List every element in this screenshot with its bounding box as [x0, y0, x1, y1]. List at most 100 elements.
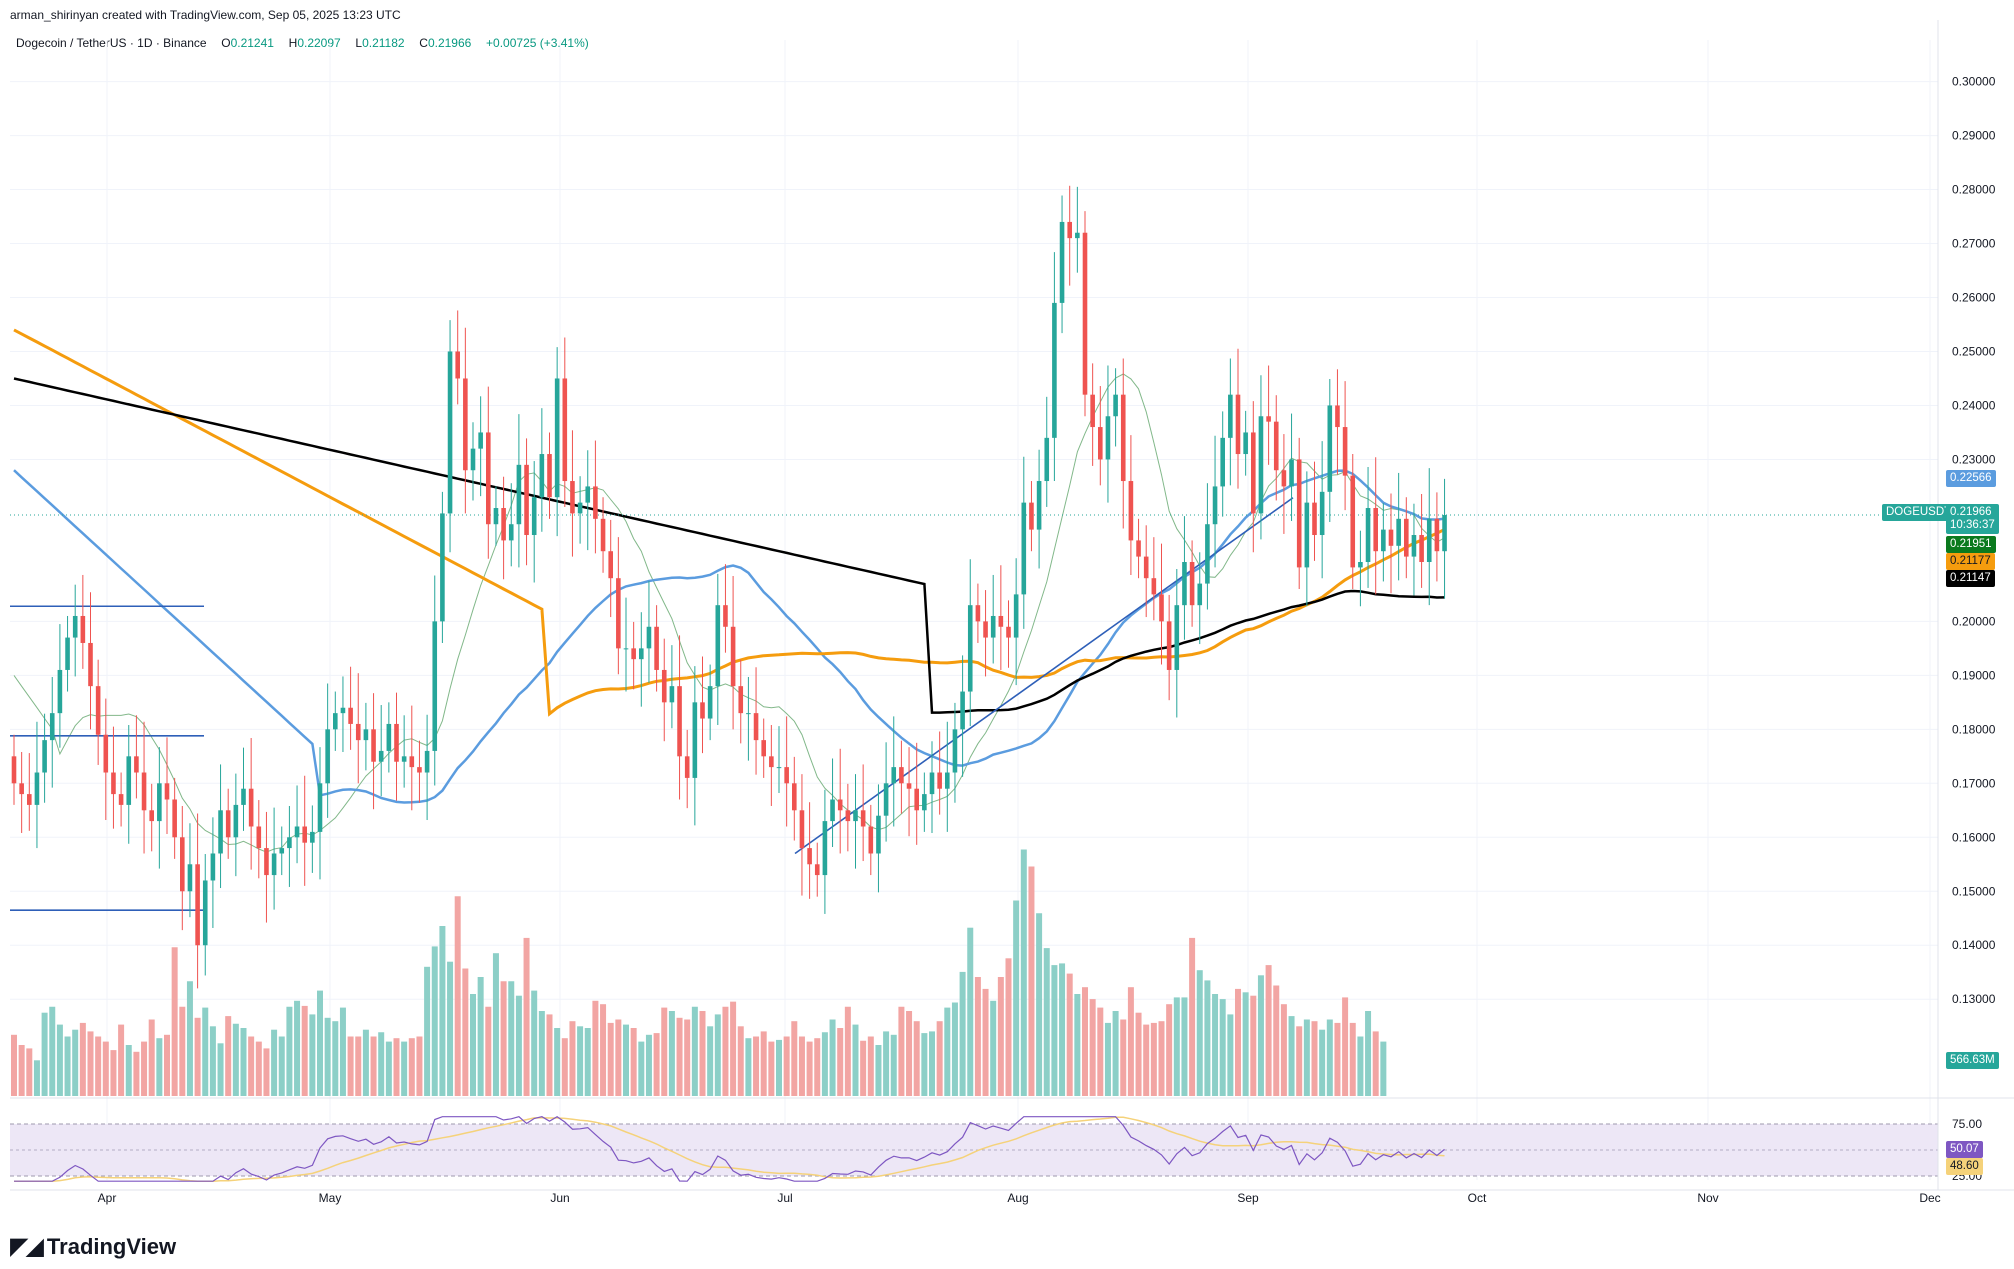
volume-bar	[339, 1007, 346, 1096]
green-ma-price-tag: 0.21951	[1946, 536, 1996, 553]
candle-body	[1304, 502, 1310, 568]
volume-bar	[26, 1048, 33, 1096]
candle	[333, 691, 338, 751]
candle-body	[180, 837, 185, 892]
candle	[157, 747, 162, 869]
tradingview-brand[interactable]: ◤◢ TradingView	[10, 1232, 176, 1261]
candle	[302, 775, 307, 886]
candle	[868, 804, 874, 876]
volume-bar	[561, 1038, 568, 1096]
y-tick-label: 0.27000	[1952, 237, 1996, 251]
candle	[1044, 396, 1050, 507]
candle-body	[1052, 302, 1057, 438]
candle-body	[784, 767, 789, 784]
candle-body	[1059, 221, 1065, 303]
candle-body	[157, 783, 162, 822]
y-tick-label: 0.13000	[1952, 992, 1996, 1006]
candle-body	[990, 615, 996, 638]
volume-bar	[737, 1026, 744, 1096]
x-tick-label: Aug	[1007, 1191, 1028, 1205]
candle	[1143, 525, 1149, 618]
volume-bar	[110, 1050, 117, 1096]
candle	[202, 854, 208, 976]
candle	[1075, 186, 1080, 273]
volume-bar	[944, 1007, 951, 1096]
volume-bar	[263, 1048, 270, 1096]
candle-body	[639, 648, 644, 660]
volume-bar	[232, 1023, 239, 1096]
volume-bar	[1043, 948, 1050, 1096]
x-tick-label: Jul	[777, 1191, 792, 1205]
candle	[141, 721, 147, 854]
volume-bar	[653, 1033, 660, 1096]
volume-bar	[1212, 994, 1219, 1096]
candle-body	[508, 524, 514, 541]
volume-bar	[837, 1028, 844, 1096]
candle	[1235, 348, 1241, 489]
candle-body	[585, 486, 591, 503]
candle	[853, 774, 858, 869]
candle-body	[478, 432, 483, 449]
candle	[1373, 457, 1378, 595]
candle-body	[1358, 562, 1363, 568]
candle-body	[1006, 626, 1011, 638]
candle-body	[853, 810, 858, 822]
candle-body	[355, 723, 361, 741]
candle	[1266, 365, 1271, 465]
candle	[279, 826, 285, 876]
candle-body	[111, 772, 116, 795]
grid-lines	[10, 40, 1938, 1180]
candle-body	[1029, 502, 1034, 530]
candle-body	[1044, 437, 1050, 482]
volume-bar	[768, 1041, 775, 1096]
candle-body	[1120, 394, 1126, 482]
volume-bar	[18, 1045, 25, 1096]
candle-body	[1067, 221, 1072, 239]
candle	[126, 725, 132, 844]
volume-bar	[1242, 992, 1249, 1096]
candle	[883, 742, 889, 842]
volume-bar	[447, 961, 454, 1096]
volume-bar	[1273, 985, 1280, 1096]
candle-body	[486, 432, 491, 525]
creator-line: arman_shirinyan created with TradingView…	[10, 8, 401, 22]
candle-body	[287, 837, 292, 849]
volume-bar	[1250, 995, 1257, 1096]
y-tick-label: 0.24000	[1952, 398, 1996, 412]
volume-bar	[1135, 1012, 1142, 1096]
candle	[1304, 471, 1310, 607]
volume-bar	[645, 1034, 652, 1096]
candle	[256, 800, 262, 879]
candle-body	[501, 508, 506, 541]
bar-countdown: 10:36:37	[1950, 519, 1995, 531]
volume-bar	[408, 1038, 415, 1096]
candle-body	[401, 756, 407, 762]
volume-bar	[661, 1007, 668, 1096]
y-tick-label: 0.30000	[1952, 75, 1996, 89]
candle	[899, 740, 904, 814]
volume-bar	[470, 994, 476, 1096]
candle	[937, 731, 942, 815]
candle-body	[792, 783, 797, 811]
volume-bar	[33, 1060, 40, 1096]
candle-body	[302, 826, 307, 843]
candle-body	[960, 691, 965, 730]
candle-body	[1266, 416, 1271, 422]
candle-body	[1182, 562, 1187, 606]
candle	[103, 698, 109, 821]
candle	[218, 764, 223, 889]
symbol-description[interactable]: Dogecoin / TetherUS · 1D · Binance	[16, 36, 207, 50]
volume-bar	[913, 1021, 920, 1096]
volume-bar	[439, 926, 446, 1096]
volume-bar	[477, 977, 484, 1096]
candle	[95, 659, 101, 765]
volume-bar	[186, 981, 193, 1096]
volume-bar	[1372, 1031, 1379, 1096]
candle	[799, 774, 805, 896]
candle-body	[493, 508, 499, 525]
volume-bar	[209, 1026, 216, 1096]
candle-body	[730, 626, 736, 687]
candle-body	[1327, 405, 1333, 492]
candle	[264, 811, 269, 923]
